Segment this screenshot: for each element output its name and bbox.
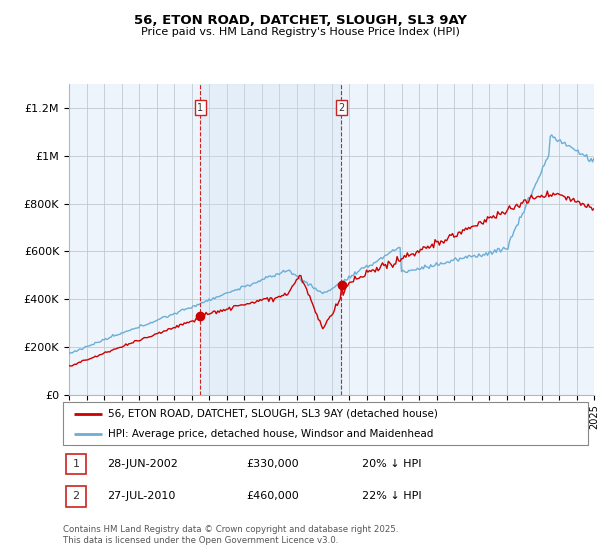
Text: £330,000: £330,000 — [247, 459, 299, 469]
Text: HPI: Average price, detached house, Windsor and Maidenhead: HPI: Average price, detached house, Wind… — [107, 429, 433, 439]
Text: 2: 2 — [73, 491, 80, 501]
Bar — [200, 84, 341, 395]
FancyBboxPatch shape — [66, 454, 86, 474]
FancyBboxPatch shape — [66, 486, 86, 507]
Text: 27-JUL-2010: 27-JUL-2010 — [107, 491, 176, 501]
Text: 20% ↓ HPI: 20% ↓ HPI — [362, 459, 422, 469]
Text: 2: 2 — [338, 103, 344, 113]
Text: 56, ETON ROAD, DATCHET, SLOUGH, SL3 9AY: 56, ETON ROAD, DATCHET, SLOUGH, SL3 9AY — [133, 14, 467, 27]
Text: 22% ↓ HPI: 22% ↓ HPI — [362, 491, 422, 501]
Text: 56, ETON ROAD, DATCHET, SLOUGH, SL3 9AY (detached house): 56, ETON ROAD, DATCHET, SLOUGH, SL3 9AY … — [107, 409, 437, 419]
Text: 1: 1 — [197, 103, 203, 113]
Text: £460,000: £460,000 — [247, 491, 299, 501]
Text: 28-JUN-2002: 28-JUN-2002 — [107, 459, 179, 469]
Text: Contains HM Land Registry data © Crown copyright and database right 2025.
This d: Contains HM Land Registry data © Crown c… — [63, 525, 398, 545]
Text: 1: 1 — [73, 459, 80, 469]
Text: Price paid vs. HM Land Registry's House Price Index (HPI): Price paid vs. HM Land Registry's House … — [140, 27, 460, 37]
